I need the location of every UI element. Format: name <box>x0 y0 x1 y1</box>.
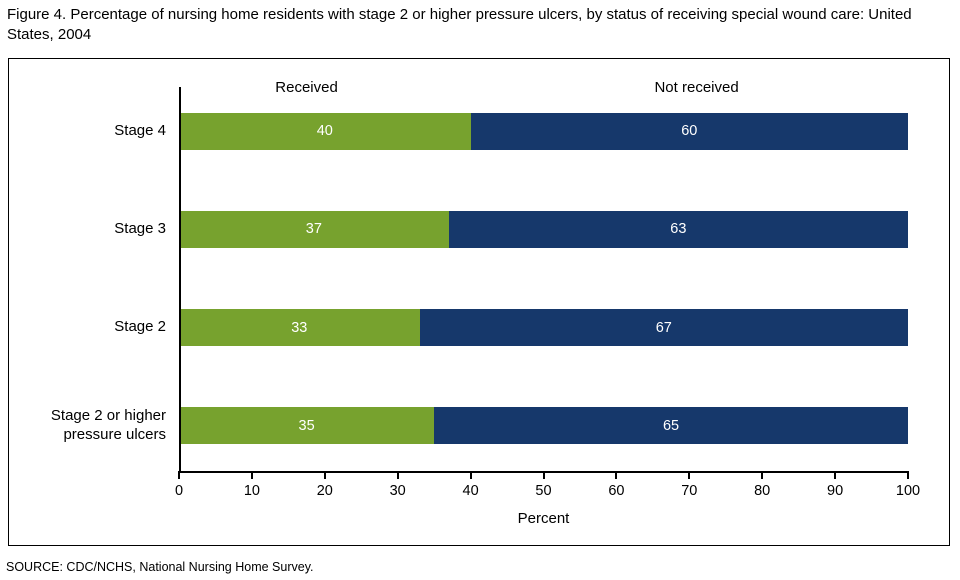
bar-row: Stage 2 or higher pressure ulcers 35 65 <box>9 377 908 475</box>
x-tick-label: 10 <box>243 483 260 499</box>
category-label: Stage 3 <box>114 220 166 237</box>
chart-frame: Received Not received Stage 4 40 60 Stage 3… <box>8 58 950 546</box>
x-tick-label: 50 <box>535 483 552 499</box>
x-tick <box>542 471 545 479</box>
x-tick-label: 80 <box>754 483 771 499</box>
legend-label-not-received: Not received <box>654 79 739 96</box>
x-tick <box>615 471 618 479</box>
value-label: 67 <box>655 319 672 336</box>
legend-label-received: Received <box>275 79 338 96</box>
value-label: 40 <box>316 123 333 140</box>
bar-segment-not-received: 60 <box>470 112 908 150</box>
value-label: 63 <box>670 221 687 238</box>
bar-row: Stage 4 40 60 <box>9 82 908 180</box>
figure-title: Figure 4. Percentage of nursing home res… <box>7 6 912 44</box>
bar-row: Stage 3 37 63 <box>9 180 908 278</box>
bar-segment-received: 35 <box>179 407 435 445</box>
value-label: 65 <box>662 417 680 434</box>
x-tick <box>250 471 253 479</box>
x-axis-title: Percent <box>517 510 570 527</box>
category-label: Stage 4 <box>114 121 166 139</box>
x-tick <box>761 471 764 479</box>
x-tick-label: 20 <box>316 483 333 499</box>
stacked-bar: 35 65 <box>179 407 908 445</box>
value-label: 35 <box>298 417 315 434</box>
stacked-bar: 37 63 <box>179 210 908 248</box>
x-tick-label: 100 <box>895 483 921 499</box>
bar-segment-received: 33 <box>179 309 420 347</box>
x-axis-area: Percent 0 10 20 30 40 50 60 70 80 90 100 <box>175 59 920 545</box>
bar-segment-not-received: 65 <box>434 407 908 445</box>
value-label: 60 <box>681 123 698 140</box>
x-tick-label: 30 <box>389 483 406 499</box>
stacked-bar: 40 60 <box>179 112 908 150</box>
value-label: 33 <box>291 319 308 336</box>
bar-segment-not-received: 63 <box>448 210 908 248</box>
bar-segment-received: 40 <box>179 112 471 150</box>
category-label: Stage 2 <box>114 318 166 336</box>
series-headers: Received Not received <box>179 79 908 99</box>
x-tick <box>178 471 180 479</box>
x-tick-label: 90 <box>827 483 844 499</box>
value-label: 37 <box>305 221 322 238</box>
rows: Stage 4 40 60 Stage 3 37 63 Stage 2 33 67 Stage 2… <box>9 82 908 475</box>
x-tick <box>834 471 837 479</box>
bar-segment-received: 37 <box>179 210 449 248</box>
source-note: SOURCE: CDC/NCHS, National Nursing Home … <box>6 560 314 574</box>
x-tick-label: 0 <box>174 483 184 499</box>
x-tick-label: 40 <box>462 483 479 499</box>
stacked-bar: 33 67 <box>179 309 908 347</box>
x-tick <box>688 471 691 479</box>
x-tick <box>907 471 909 479</box>
x-tick-label: 70 <box>681 483 698 499</box>
bar-segment-not-received: 67 <box>419 309 908 347</box>
x-tick-label: 60 <box>608 483 625 499</box>
x-tick <box>469 471 472 479</box>
category-label: Stage 2 or higher pressure ulcers <box>50 407 166 443</box>
x-tick <box>323 471 326 479</box>
x-tick <box>396 471 399 479</box>
bar-row: Stage 2 33 67 <box>9 279 908 377</box>
y-axis-line <box>179 87 181 473</box>
